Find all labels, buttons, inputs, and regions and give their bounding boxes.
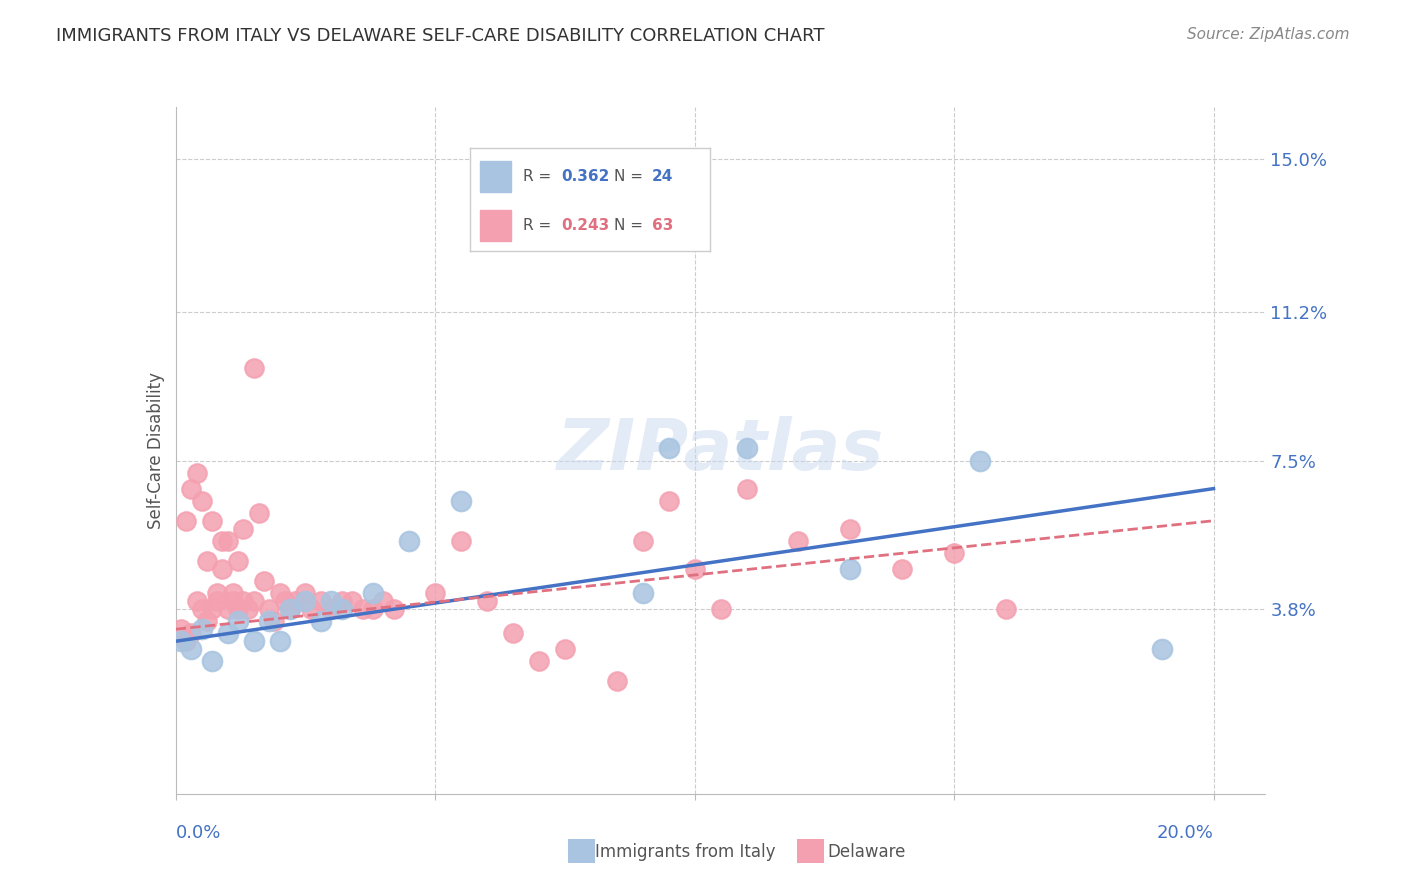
Point: [631, 586, 654, 600]
Point: [352, 602, 374, 616]
Point: [330, 602, 353, 616]
Text: 20.0%: 20.0%: [1157, 824, 1213, 842]
Point: [943, 546, 966, 560]
Point: [232, 594, 254, 608]
Point: [658, 493, 681, 508]
Point: [787, 533, 810, 548]
Point: [201, 654, 224, 668]
Point: [278, 602, 301, 616]
Text: Immigrants from Italy: Immigrants from Italy: [595, 843, 776, 862]
Point: [211, 562, 233, 576]
Point: [361, 586, 384, 600]
Point: [382, 602, 405, 616]
Point: [425, 586, 447, 600]
Point: [211, 533, 233, 548]
Point: [242, 361, 264, 376]
Point: [309, 594, 332, 608]
Text: IMMIGRANTS FROM ITALY VS DELAWARE SELF-CARE DISABILITY CORRELATION CHART: IMMIGRANTS FROM ITALY VS DELAWARE SELF-C…: [56, 27, 825, 45]
Point: [735, 482, 758, 496]
Point: [658, 442, 681, 456]
Point: [891, 562, 914, 576]
Point: [269, 586, 291, 600]
Point: [321, 602, 343, 616]
Point: [222, 586, 245, 600]
Point: [735, 442, 758, 456]
Point: [330, 594, 353, 608]
Point: [180, 482, 202, 496]
Point: [174, 634, 197, 648]
Text: Delaware: Delaware: [827, 843, 905, 862]
Point: [253, 574, 276, 588]
Point: [247, 506, 270, 520]
Point: [839, 562, 862, 576]
Point: [839, 522, 862, 536]
Point: [217, 533, 239, 548]
Point: [207, 594, 229, 608]
Point: [222, 594, 245, 608]
Text: Source: ZipAtlas.com: Source: ZipAtlas.com: [1187, 27, 1350, 42]
Point: [502, 626, 524, 640]
Point: [683, 562, 706, 576]
Point: [274, 594, 297, 608]
Point: [174, 514, 197, 528]
Point: [554, 642, 576, 657]
Point: [373, 594, 395, 608]
Point: [631, 533, 654, 548]
Point: [269, 634, 291, 648]
Point: [299, 602, 322, 616]
Point: [309, 614, 332, 628]
Point: [186, 594, 208, 608]
Point: [170, 634, 193, 648]
Point: [226, 614, 249, 628]
Point: [226, 554, 249, 568]
Point: [201, 602, 224, 616]
Y-axis label: Self-Care Disability: Self-Care Disability: [146, 372, 165, 529]
Point: [207, 586, 229, 600]
Point: [284, 594, 307, 608]
Text: 0.0%: 0.0%: [176, 824, 221, 842]
Point: [186, 466, 208, 480]
Point: [190, 493, 212, 508]
Point: [180, 626, 202, 640]
Text: ZIPatlas: ZIPatlas: [557, 416, 884, 485]
Point: [170, 622, 193, 636]
Point: [190, 622, 212, 636]
Point: [217, 602, 239, 616]
Point: [201, 514, 224, 528]
Point: [190, 602, 212, 616]
Point: [398, 533, 420, 548]
Point: [361, 602, 384, 616]
Point: [709, 602, 731, 616]
Point: [502, 161, 524, 175]
Point: [263, 614, 285, 628]
Point: [294, 594, 316, 608]
Point: [321, 594, 343, 608]
Point: [606, 674, 628, 689]
Point: [232, 522, 254, 536]
Point: [242, 594, 264, 608]
Point: [226, 602, 249, 616]
Point: [195, 614, 218, 628]
Point: [195, 554, 218, 568]
Point: [217, 626, 239, 640]
Point: [450, 533, 472, 548]
Point: [238, 602, 260, 616]
Point: [180, 642, 202, 657]
Point: [969, 453, 991, 467]
Point: [527, 654, 550, 668]
Point: [294, 586, 316, 600]
Point: [257, 602, 280, 616]
Point: [1150, 642, 1173, 657]
Point: [278, 602, 301, 616]
Point: [475, 594, 498, 608]
Point: [994, 602, 1017, 616]
Point: [450, 493, 472, 508]
Point: [340, 594, 363, 608]
Point: [257, 614, 280, 628]
Point: [242, 634, 264, 648]
